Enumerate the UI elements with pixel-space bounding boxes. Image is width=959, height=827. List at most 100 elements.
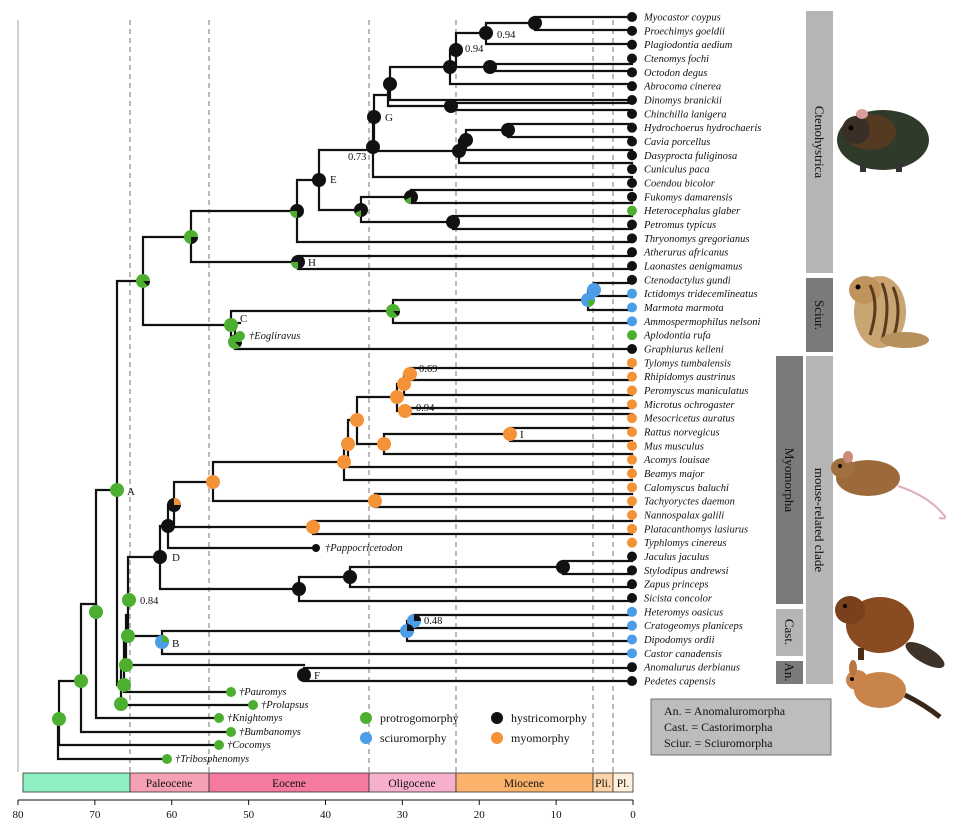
- legend-swatch-sciuromorphy: [360, 732, 372, 744]
- tip-marker: [627, 454, 637, 465]
- sidebar-cast: [776, 609, 803, 656]
- node-pie: [383, 77, 397, 91]
- support-values: 0.94 0.94 0.73 0.69 0.94 0.48 0.84: [140, 30, 516, 627]
- node-pie: [119, 658, 133, 672]
- node-label-g: G: [385, 112, 393, 124]
- legend-swatch-hystricomorphy: [491, 712, 503, 724]
- node-pie: [122, 593, 136, 607]
- epoch-cretaceous: [22, 772, 131, 793]
- tip-label: Beamys major: [644, 469, 705, 480]
- tip-label: Octodon degus: [644, 68, 707, 79]
- fossil-tip-marker: [226, 687, 236, 697]
- tip-marker: [627, 219, 637, 230]
- tip-marker: [627, 122, 637, 133]
- tip-marker: [627, 427, 637, 437]
- node-pie: [398, 404, 412, 418]
- sidebar-myomorpha-label: Myomorpha: [782, 448, 797, 513]
- tip-marker: [627, 579, 637, 590]
- legend-label-sciuromorphy: sciuromorphy: [380, 731, 447, 745]
- tip-label: Platacanthomys lasiurus: [643, 524, 748, 535]
- tip-markers: [627, 12, 637, 686]
- node-pie: [89, 605, 103, 619]
- axis-tick-label: 50: [243, 809, 255, 821]
- tip-label: Abrocoma cinerea: [643, 82, 721, 93]
- mouse-illustration: [831, 451, 947, 520]
- node-pie: [292, 582, 306, 596]
- tip-marker: [627, 634, 637, 645]
- tip-label: Atherurus africanus: [643, 248, 728, 259]
- abbreviation-sciur: Sciur. = Sciuromorpha: [664, 736, 773, 750]
- tip-label: Calomyscus baluchi: [644, 483, 729, 494]
- tip-label: Hydrochoerus hydrochaeris: [643, 123, 761, 134]
- tip-label: Proechimys goeldii: [643, 26, 725, 37]
- tip-marker: [627, 108, 637, 119]
- axis-ticks: 80 70 60 50 40 30 20 10 0: [13, 800, 636, 821]
- tip-marker: [627, 371, 637, 382]
- node-label-d: D: [172, 552, 180, 564]
- node-pie: [390, 390, 404, 404]
- sidebar-mouse-related-label: mouse-related clade: [812, 468, 827, 573]
- node-pie: [224, 318, 238, 332]
- node-pie-slice: [291, 262, 298, 269]
- legend: protrogomorphy hystricomorphy sciuromorp…: [360, 711, 587, 745]
- fossil-tip-marker: [226, 727, 236, 737]
- support-value: 0.94: [465, 44, 484, 55]
- node-label-f: F: [314, 670, 320, 682]
- tip-marker: [627, 288, 637, 299]
- node-pie: [444, 99, 458, 113]
- tip-marker: [627, 620, 637, 631]
- abbreviation-box: An. = Anomaluromorpha Cast. = Castorimor…: [650, 698, 832, 756]
- tip-label: Heteromys oasicus: [643, 607, 723, 618]
- support-value: 0.48: [424, 616, 442, 627]
- axis-tick-label: 60: [166, 809, 178, 821]
- node-pie-slice: [414, 614, 421, 621]
- tree-branches: [56, 15, 634, 761]
- tip-label: Ictidomys tridecemlineatus: [643, 289, 757, 300]
- fossil-tip-marker: [214, 713, 224, 723]
- node-pie: [297, 668, 311, 682]
- node-label-a: A: [127, 486, 135, 498]
- fossil-label: †Bumbanomys: [239, 727, 301, 738]
- tip-marker: [627, 39, 637, 50]
- guinea-pig-illustration: [837, 109, 929, 172]
- node-pie-slice: [407, 624, 414, 631]
- node-pie: [206, 475, 220, 489]
- tip-label: Ammospermophilus nelsoni: [643, 317, 760, 328]
- tip-label: Rhipidomys austrinus: [643, 372, 735, 383]
- node-pie: [121, 629, 135, 643]
- axis-tick-label: 70: [89, 809, 101, 821]
- tip-label: Graphiurus kelleni: [644, 345, 724, 356]
- node-pie: [443, 60, 457, 74]
- node-pie: [367, 110, 381, 124]
- node-pie: [479, 26, 493, 40]
- fossil-label: †Eogliravus: [249, 331, 300, 342]
- tip-label: Jaculus jaculus: [644, 552, 709, 563]
- tip-label: Fukomys damarensis: [643, 192, 733, 203]
- fossil-label: †Pappocricetodon: [325, 543, 403, 554]
- tip-label: Microtus ochrogaster: [643, 400, 735, 411]
- node-pie: [377, 437, 391, 451]
- tip-marker: [627, 95, 637, 105]
- node-pie: [483, 60, 497, 74]
- node-pie: [341, 437, 355, 451]
- axis-tick-label: 80: [13, 809, 25, 821]
- tip-labels: Myocastor coypus Proechimys goeldii Plagio…: [643, 13, 761, 688]
- tip-marker: [627, 440, 637, 451]
- epoch-miocene-label: Miocene: [504, 778, 544, 790]
- node-pie-slice: [191, 237, 198, 244]
- support-value: 0.73: [348, 152, 366, 163]
- node-label-h: H: [308, 257, 316, 269]
- tip-marker: [627, 316, 637, 327]
- node-pie: [343, 570, 357, 584]
- axis-tick-label: 10: [551, 809, 563, 821]
- sidebar-sciur-label: Sciur.: [812, 300, 827, 330]
- node-pie: [368, 494, 382, 508]
- tip-label: Chinchilla lanigera: [644, 109, 727, 120]
- node-pie: [452, 144, 466, 158]
- tip-marker: [627, 399, 637, 410]
- epoch-paleocene-label: Paleocene: [146, 778, 193, 790]
- tip-label: Anomalurus derbianus: [643, 663, 740, 674]
- support-value: 0.69: [419, 364, 437, 375]
- axis-tick-label: 40: [320, 809, 332, 821]
- node-label-b: B: [172, 638, 179, 650]
